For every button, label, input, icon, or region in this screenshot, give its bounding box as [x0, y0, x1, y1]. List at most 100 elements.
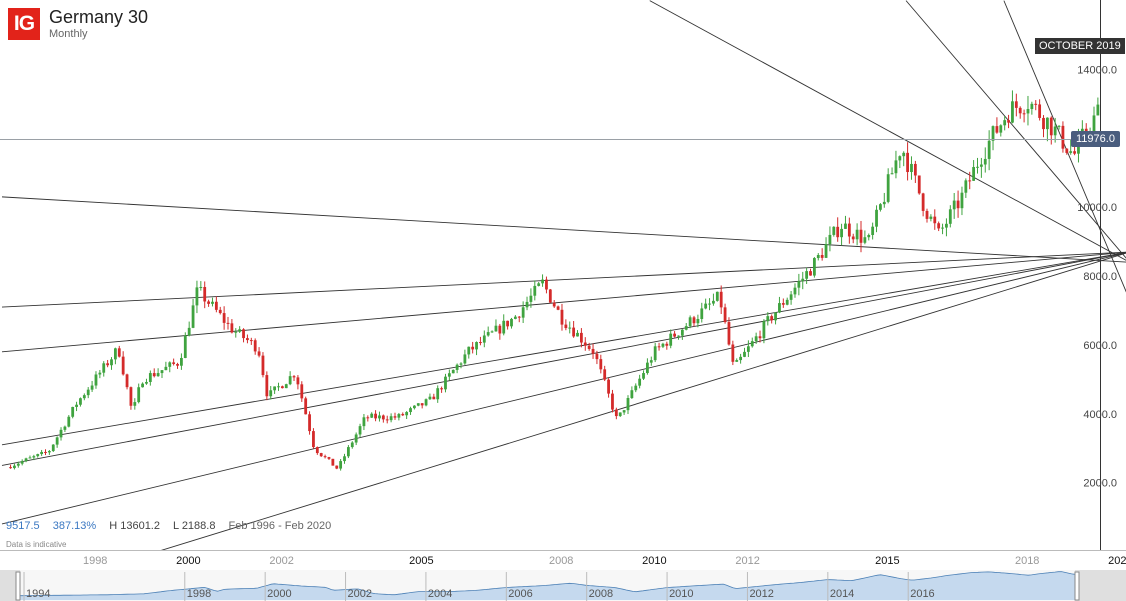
- candle-body: [133, 402, 137, 406]
- candle-body: [552, 302, 556, 307]
- candle-body: [952, 200, 956, 210]
- candle-body: [378, 415, 381, 419]
- candle-body: [1007, 120, 1010, 123]
- candle-body: [680, 329, 684, 336]
- candle-body: [855, 229, 859, 240]
- candle-body: [723, 307, 727, 323]
- x-tick-label: 2012: [735, 555, 759, 567]
- candle-body: [910, 163, 913, 173]
- candle-body: [47, 451, 51, 453]
- candle-body: [809, 271, 812, 276]
- candle-body: [199, 286, 203, 288]
- candle-body: [226, 322, 230, 324]
- candle-body: [354, 434, 358, 443]
- candle-body: [479, 342, 482, 344]
- candle-body: [176, 363, 179, 366]
- candle-body: [67, 416, 71, 427]
- candle-body: [1018, 107, 1022, 114]
- candle-body: [614, 409, 618, 417]
- candle-body: [572, 327, 576, 337]
- candle-body: [156, 373, 160, 377]
- candle-body: [758, 336, 762, 339]
- x-axis: 1998 2000 2002 2005 2008 2010 2012 2015 2018 2020: [83, 555, 1126, 567]
- candle-body: [669, 333, 673, 346]
- candle-body: [389, 416, 393, 421]
- candle-body: [917, 175, 921, 194]
- candle-body: [851, 236, 855, 240]
- candle-body: [766, 316, 770, 322]
- candle-body: [471, 346, 475, 350]
- candle-body: [280, 386, 284, 389]
- candle-body: [968, 180, 972, 182]
- candle-body: [440, 388, 443, 390]
- stats-bar: 9517.5 387.13% H 13601.2 L 2188.8 Feb 19…: [6, 520, 331, 532]
- candle-body: [1030, 103, 1034, 110]
- candle-body: [335, 465, 339, 469]
- candle-body: [929, 216, 933, 219]
- candle-body: [661, 343, 665, 347]
- candle-body: [180, 357, 183, 366]
- navigator-mask-right: [1075, 570, 1126, 601]
- ig-logo: IG: [8, 8, 40, 40]
- candle-body: [976, 166, 979, 168]
- candle-body: [902, 152, 906, 157]
- candle-body: [599, 359, 603, 370]
- interval-label[interactable]: Monthly: [49, 28, 88, 40]
- trendline: [160, 252, 1126, 550]
- candle-body: [490, 331, 494, 333]
- y-tick-label: 2000.0: [1083, 478, 1117, 490]
- candle-body: [413, 405, 416, 409]
- navigator-handle-right[interactable]: [1074, 571, 1080, 601]
- candle-body: [933, 216, 937, 224]
- candle-body: [1045, 117, 1049, 130]
- candle-body: [731, 344, 735, 362]
- candle-body: [183, 335, 187, 358]
- candle-body: [673, 333, 676, 337]
- candle-body: [486, 332, 490, 336]
- candle-body: [242, 329, 245, 339]
- candle-body: [75, 404, 78, 407]
- candle-body: [312, 431, 315, 448]
- candle-body: [300, 384, 304, 399]
- candle-body: [972, 167, 976, 181]
- candle-body: [315, 447, 319, 454]
- candle-body: [719, 291, 723, 308]
- y-tick-label: 10000.0: [1077, 202, 1117, 214]
- candle-body: [1057, 125, 1061, 127]
- candle-body: [1092, 115, 1096, 133]
- candle-body: [828, 234, 832, 245]
- candle-body: [781, 303, 785, 305]
- candle-body: [937, 223, 941, 229]
- candle-body: [568, 327, 572, 329]
- candle-body: [816, 255, 820, 259]
- candle-body: [983, 158, 987, 165]
- candle-body: [541, 279, 544, 284]
- navigator-handle-left[interactable]: [15, 571, 21, 601]
- candle-body: [106, 363, 110, 366]
- candle-body: [82, 395, 86, 399]
- candle-body: [964, 180, 968, 193]
- candle-body: [145, 381, 148, 384]
- candle-body: [576, 332, 579, 337]
- candle-body: [277, 386, 280, 388]
- candle-body: [102, 363, 106, 373]
- candle-body: [894, 160, 898, 174]
- candle-body: [475, 342, 478, 350]
- candle-body: [214, 301, 218, 310]
- navigator[interactable]: 1994 1998 2000 2002 2004 2006 2008 2010 2012 2014…: [0, 570, 1126, 601]
- candle-body: [859, 229, 863, 243]
- x-tick-label: 2015: [875, 555, 899, 567]
- candle-body: [467, 346, 471, 355]
- last-price: 9517.5: [6, 520, 40, 532]
- candle-body: [548, 289, 552, 303]
- candle-body: [55, 437, 59, 445]
- navigator-area: [20, 571, 1075, 600]
- candle-body: [393, 416, 397, 418]
- candle-body: [956, 200, 960, 209]
- candle-body: [649, 360, 653, 363]
- trendline: [905, 0, 1126, 259]
- candle-body: [459, 363, 463, 365]
- candle-body: [350, 442, 354, 448]
- candle-body: [397, 414, 401, 418]
